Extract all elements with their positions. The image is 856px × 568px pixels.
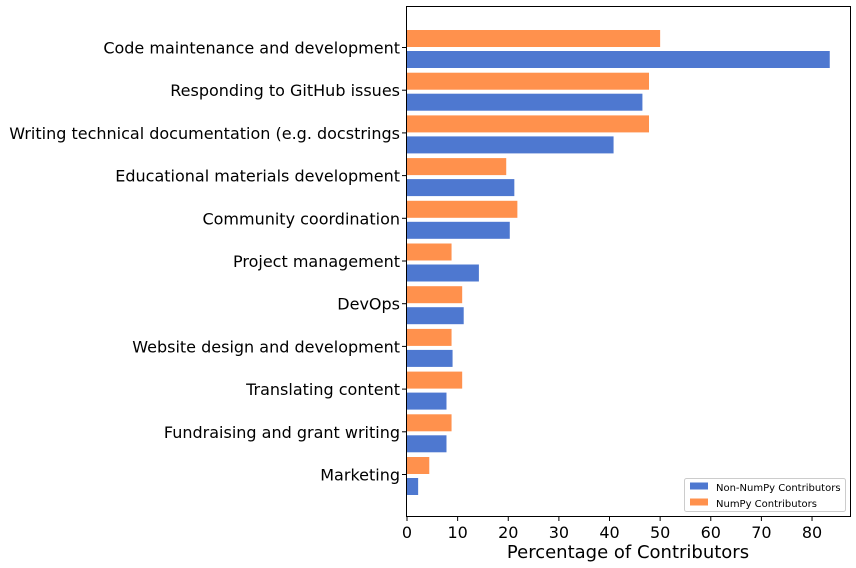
x-tick-label: 20 — [498, 523, 518, 542]
bar-numpy-translating-content — [407, 371, 463, 389]
x-tick-label: 30 — [549, 523, 569, 542]
category-label-writing-technical-documentation-e-g-docstrings: Writing technical documentation (e.g. do… — [9, 124, 400, 143]
x-axis: 0 10 20 30 40 50 60 70 80 — [402, 516, 822, 542]
bar-non-numpy-marketing — [407, 478, 419, 495]
bar-non-numpy-website-design-and-development — [407, 349, 453, 367]
bar-numpy-fundraising-and-grant-writing — [407, 414, 452, 432]
bar-numpy-project-management — [407, 243, 452, 261]
category-label-responding-to-github-issues: Responding to GitHub issues — [170, 81, 400, 100]
legend-label-non-numpy: Non-NumPy Contributors — [716, 483, 841, 494]
category-axis: Code maintenance and development Respondi… — [9, 39, 407, 485]
bar-non-numpy-writing-technical-documentation-e-g-docstrings — [407, 136, 614, 154]
bar-numpy-marketing — [407, 457, 430, 474]
bar-non-numpy-devops — [407, 307, 464, 325]
bar-numpy-community-coordination — [407, 200, 518, 218]
bar-non-numpy-community-coordination — [407, 221, 510, 239]
category-label-translating-content: Translating content — [245, 380, 400, 399]
bar-numpy-code-maintenance-and-development — [407, 30, 661, 47]
category-label-fundraising-and-grant-writing: Fundraising and grant writing — [164, 423, 400, 442]
legend: Non-NumPy Contributors NumPy Contributor… — [684, 478, 846, 512]
category-label-devops: DevOps — [337, 295, 400, 314]
category-label-website-design-and-development: Website design and development — [132, 337, 400, 356]
bar-numpy-writing-technical-documentation-e-g-docstrings — [407, 115, 650, 133]
x-tick-label: 0 — [402, 523, 412, 542]
bar-numpy-website-design-and-development — [407, 328, 452, 346]
bar-numpy-responding-to-github-issues — [407, 72, 650, 90]
category-label-marketing: Marketing — [320, 466, 400, 485]
bar-non-numpy-project-management — [407, 264, 479, 282]
legend-swatch-numpy — [690, 498, 708, 506]
legend-box — [684, 478, 846, 512]
category-label-project-management: Project management — [233, 252, 400, 271]
bar-non-numpy-code-maintenance-and-development — [407, 51, 830, 68]
legend-swatch-non-numpy — [690, 482, 708, 490]
x-tick-label: 40 — [599, 523, 619, 542]
category-label-code-maintenance-and-development: Code maintenance and development — [103, 39, 400, 58]
x-tick-label: 70 — [751, 523, 771, 542]
bars-layer — [407, 30, 830, 495]
legend-label-numpy: NumPy Contributors — [716, 499, 817, 510]
bar-non-numpy-responding-to-github-issues — [407, 93, 643, 111]
x-tick-label: 50 — [650, 523, 670, 542]
bar-non-numpy-educational-materials-development — [407, 179, 515, 197]
bar-numpy-educational-materials-development — [407, 158, 507, 176]
category-label-educational-materials-development: Educational materials development — [115, 167, 400, 186]
bar-non-numpy-translating-content — [407, 392, 447, 410]
x-tick-label: 60 — [701, 523, 721, 542]
bar-non-numpy-fundraising-and-grant-writing — [407, 435, 447, 453]
category-label-community-coordination: Community coordination — [202, 209, 400, 228]
x-tick-label: 80 — [802, 523, 822, 542]
x-axis-title: Percentage of Contributors — [507, 542, 749, 563]
bar-numpy-devops — [407, 286, 463, 304]
x-tick-label: 10 — [447, 523, 467, 542]
